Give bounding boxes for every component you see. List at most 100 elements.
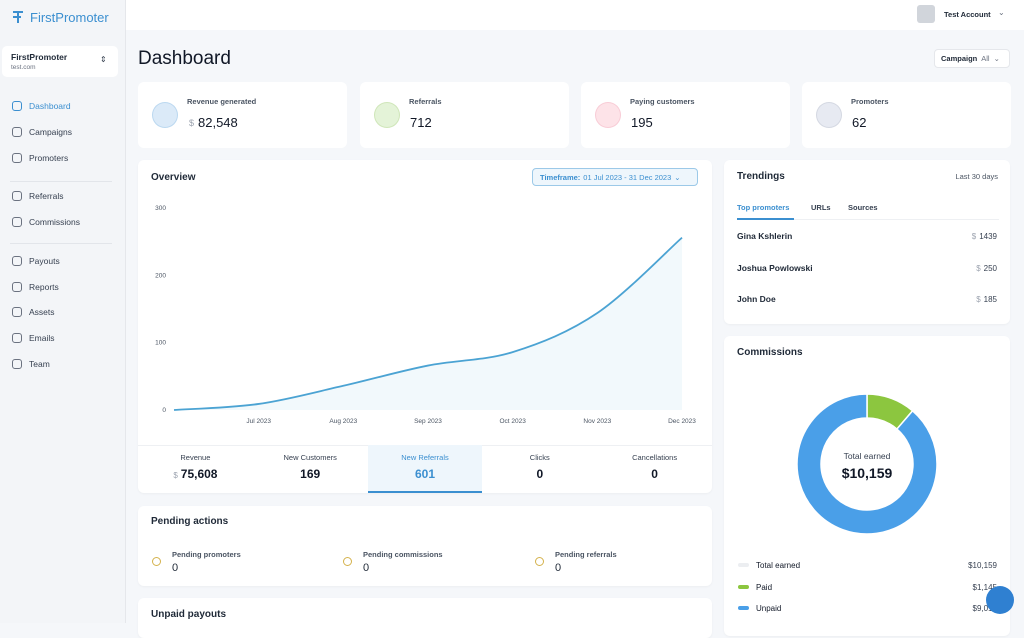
metric[interactable]: Clicks 0 — [482, 445, 597, 493]
page: { "sidebar": { "brand": "FirstPromoter",… — [0, 0, 1024, 623]
stat-value: 82,548 — [198, 115, 238, 130]
pending-icon — [343, 557, 352, 566]
brand: FirstPromoter — [30, 9, 109, 25]
trendings-title: Trendings — [737, 171, 785, 182]
metric[interactable]: New Referrals 601 — [367, 445, 483, 493]
nav-item[interactable]: Referrals — [12, 191, 63, 201]
timeframe-picker[interactable]: Timeframe: 01 Jul 2023 - 31 Dec 2023 ⌄ — [532, 168, 698, 186]
nav-label: Commissions — [29, 217, 81, 227]
stat-label: Paying customers — [630, 97, 695, 106]
metric-number: 0 — [651, 467, 658, 481]
stat-label: Revenue generated — [187, 97, 257, 106]
pending-label[interactable]: Pending promoters — [172, 550, 241, 559]
overview-title: Overview — [151, 172, 196, 183]
account-domain: test.com — [11, 64, 36, 71]
unpaid-title: Unpaid payouts — [151, 609, 227, 620]
nav-item[interactable]: Emails — [12, 333, 55, 343]
timeframe-value: 01 Jul 2023 - 31 Dec 2023 — [583, 172, 672, 182]
nav-item[interactable]: Dashboard — [12, 101, 71, 111]
nav-label: Assets — [29, 307, 55, 317]
nav-label: Payouts — [29, 256, 60, 266]
pending-icon — [152, 557, 161, 566]
metric[interactable]: Cancellations 0 — [597, 445, 712, 493]
logo: FirstPromoter — [10, 9, 109, 25]
trend-amount: 250 — [983, 264, 997, 273]
account-name: FirstPromoter — [11, 52, 68, 62]
trend-amount: 185 — [983, 295, 997, 304]
nav-label: Dashboard — [29, 101, 71, 111]
chat-button[interactable] — [986, 586, 1014, 614]
stat-card: Promoters 62 — [802, 82, 1011, 148]
user-caret: ⌄ — [998, 8, 1005, 17]
metric-label: New Customers — [283, 453, 337, 462]
stat-label: Promoters — [851, 97, 889, 106]
nav-item[interactable]: Team — [12, 359, 50, 369]
trend-name: Gina Kshlerin — [737, 231, 793, 241]
trend-amount: 1439 — [979, 232, 997, 241]
nav-item[interactable]: Campaigns — [12, 127, 72, 137]
nav-label: Campaigns — [29, 127, 72, 137]
stat-icon — [152, 102, 178, 128]
stat-card: Revenue generated $82,548 — [138, 82, 347, 148]
nav-icon — [12, 153, 22, 163]
metric-value: 169 — [253, 467, 368, 481]
metric-label: Revenue — [180, 453, 211, 462]
avatar[interactable] — [917, 5, 935, 23]
trend-name: John Doe — [737, 294, 776, 304]
trend-tab[interactable]: Top promoters — [737, 203, 790, 212]
filter-caret: ⌄ — [993, 54, 1000, 63]
stat-icon — [595, 102, 621, 128]
metric-value: 0 — [597, 467, 712, 481]
user-name[interactable]: Test Account — [944, 10, 991, 19]
metric-number: 75,608 — [180, 467, 218, 481]
nav-item[interactable]: Payouts — [12, 256, 60, 266]
pending-card: Pending actions — [138, 506, 712, 586]
trend-prefix: $ — [976, 264, 981, 273]
metric-number: 169 — [300, 467, 321, 481]
nav-item[interactable]: Assets — [12, 307, 55, 317]
account-switcher[interactable]: FirstPromoter test.com ⇕ — [2, 46, 118, 77]
nav-icon — [12, 282, 22, 292]
nav-label: Referrals — [29, 191, 64, 201]
pending-label[interactable]: Pending commissions — [363, 550, 443, 559]
trend-prefix: $ — [976, 295, 981, 304]
metric-label: New Referrals — [401, 453, 449, 462]
pending-value: 0 — [555, 562, 562, 574]
stat-card: Referrals 712 — [360, 82, 569, 148]
sidebar: FirstPromoter FirstPromoter test.com ⇕ D… — [0, 0, 126, 623]
stat-value: 195 — [631, 115, 653, 130]
pending-value: 0 — [172, 562, 179, 574]
stat-prefix: $ — [189, 118, 195, 128]
metric[interactable]: New Customers 169 — [253, 445, 368, 493]
nav-item[interactable]: Commissions — [12, 217, 80, 227]
nav-label: Promoters — [29, 153, 69, 163]
nav-label: Emails — [29, 333, 55, 343]
filter-label: Campaign — [941, 54, 978, 63]
commissions-title: Commissions — [737, 347, 803, 358]
pending-label[interactable]: Pending referrals — [555, 550, 617, 559]
stat-value: 712 — [410, 115, 432, 130]
trend-tab[interactable]: Sources — [848, 203, 878, 212]
topbar: Test Account ⌄ — [126, 0, 1024, 30]
trend-amount: $1439 — [972, 232, 997, 241]
filter-value: All — [981, 54, 990, 63]
divider — [737, 219, 999, 220]
trend-prefix: $ — [971, 232, 977, 241]
trendings-card: Trendings Last 30 days — [724, 160, 1010, 324]
overview-card: Overview Timeframe: 01 Jul 2023 - 31 Dec… — [138, 160, 712, 493]
nav-icon — [12, 359, 22, 369]
campaign-filter[interactable]: Campaign All ⌄ — [934, 49, 1010, 68]
nav-item[interactable]: Promoters — [12, 153, 68, 163]
divider — [10, 181, 112, 182]
metric-label: Clicks — [529, 453, 550, 462]
metric[interactable]: Revenue $75,608 — [138, 445, 253, 493]
commissions-card: Commissions — [724, 336, 1010, 636]
trend-name: Joshua Powlowski — [737, 263, 813, 273]
nav-icon — [12, 217, 22, 227]
metric-number: 601 — [414, 467, 435, 481]
nav-item[interactable]: Reports — [12, 282, 59, 292]
metric-prefix: $ — [173, 471, 178, 480]
metric-value: $75,608 — [138, 467, 253, 481]
trend-tab[interactable]: URLs — [811, 203, 831, 212]
stat-value: 62 — [852, 115, 867, 130]
